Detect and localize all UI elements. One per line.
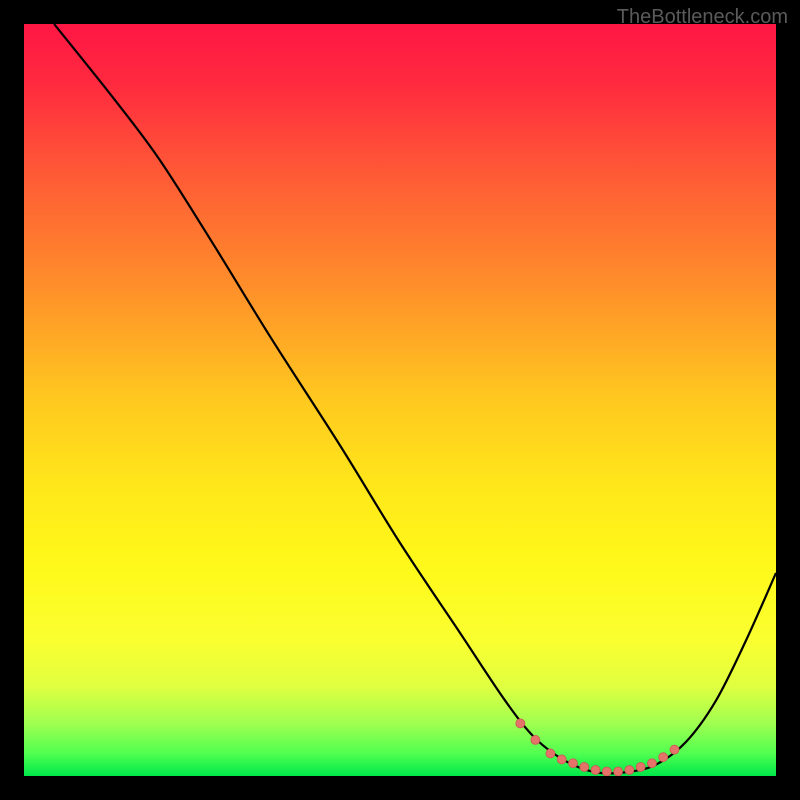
data-marker: [647, 759, 656, 768]
data-marker: [531, 735, 540, 744]
data-marker: [625, 765, 634, 774]
data-marker: [602, 767, 611, 776]
data-marker: [546, 749, 555, 758]
data-marker: [636, 762, 645, 771]
chart-container: TheBottleneck.com: [0, 0, 800, 800]
data-marker: [516, 719, 525, 728]
data-marker: [591, 765, 600, 774]
data-marker: [659, 753, 668, 762]
data-marker: [580, 762, 589, 771]
data-marker: [557, 755, 566, 764]
watermark-text: TheBottleneck.com: [617, 6, 788, 29]
data-marker: [568, 759, 577, 768]
plot-area: [24, 24, 776, 776]
gradient-background: [24, 24, 776, 776]
chart-svg: [24, 24, 776, 776]
data-marker: [670, 745, 679, 754]
data-marker: [614, 767, 623, 776]
